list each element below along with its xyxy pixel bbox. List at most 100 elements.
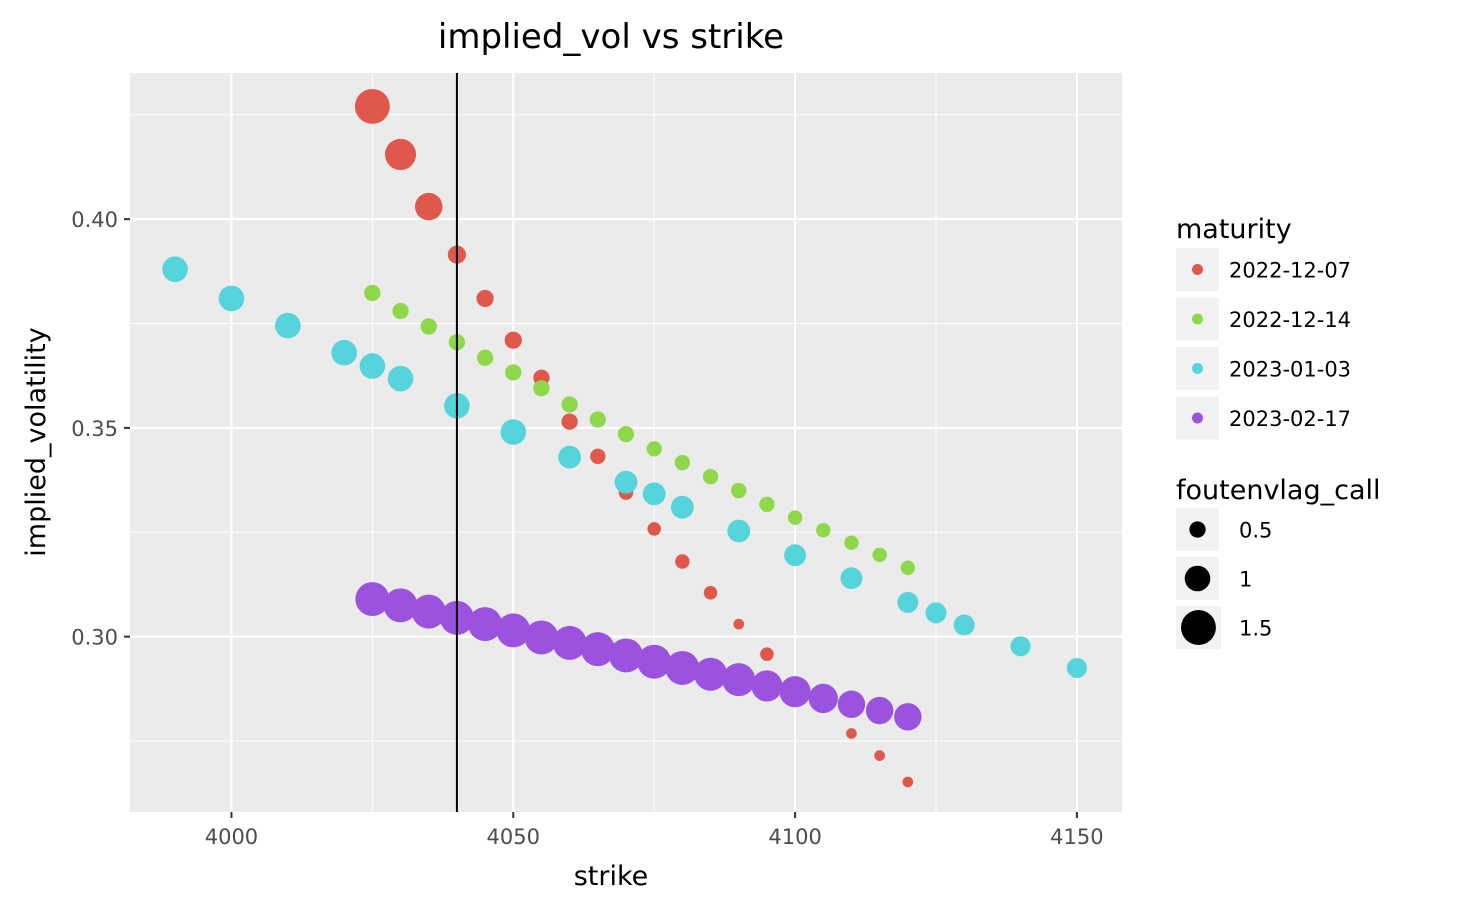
data-point xyxy=(787,510,803,525)
plot-panel xyxy=(130,73,1122,812)
data-point xyxy=(558,445,582,469)
legend-key-swatch xyxy=(1192,363,1203,374)
data-point xyxy=(414,192,443,221)
y-tick-label: 0.40 xyxy=(71,208,118,232)
data-point xyxy=(420,318,437,335)
data-point xyxy=(392,302,409,320)
data-point xyxy=(751,670,783,702)
data-point xyxy=(846,728,857,739)
data-point xyxy=(675,554,690,569)
legend-label-maturity: 2023-02-17 xyxy=(1229,407,1351,431)
data-point xyxy=(642,482,666,506)
data-point xyxy=(355,582,390,617)
data-point xyxy=(162,256,188,283)
data-point xyxy=(383,588,418,623)
data-point xyxy=(674,454,691,471)
data-point xyxy=(840,567,863,590)
data-point xyxy=(614,470,638,494)
series-2022-12-07 xyxy=(354,88,914,788)
data-point xyxy=(874,750,885,761)
data-point xyxy=(844,535,859,550)
chart-title: implied_vol vs strike xyxy=(438,17,784,57)
data-point xyxy=(722,663,756,697)
legend-key-swatch xyxy=(1192,412,1203,424)
data-point xyxy=(670,495,694,519)
data-point xyxy=(496,613,531,648)
data-point xyxy=(331,339,357,366)
data-point xyxy=(808,683,838,714)
data-point xyxy=(275,312,301,339)
data-point xyxy=(837,690,866,719)
data-point xyxy=(733,618,745,630)
data-point xyxy=(816,522,831,538)
data-point xyxy=(1010,636,1031,657)
y-tick-label: 0.30 xyxy=(71,626,118,650)
legend-label-size: 1 xyxy=(1239,568,1252,592)
x-axis-title: strike xyxy=(574,861,649,892)
legend-label-size: 0.5 xyxy=(1239,519,1272,543)
data-point xyxy=(702,469,719,485)
x-tick-label: 4000 xyxy=(205,825,258,849)
x-tick-label: 4150 xyxy=(1050,825,1103,849)
data-point xyxy=(561,413,578,430)
legend-key-swatch xyxy=(1192,264,1203,275)
legend-key-swatch xyxy=(1192,313,1203,325)
color-legend-title: maturity xyxy=(1176,214,1292,245)
data-point xyxy=(894,703,922,731)
data-point xyxy=(665,650,700,685)
series-2023-02-17 xyxy=(355,582,922,731)
legend-label-maturity: 2023-01-03 xyxy=(1229,358,1351,382)
x-tick-label: 4050 xyxy=(487,825,540,849)
size-legend-title: foutenvlag_call xyxy=(1176,475,1381,506)
data-point xyxy=(902,776,914,788)
data-point xyxy=(589,411,606,428)
data-point xyxy=(354,88,390,124)
data-point xyxy=(524,620,559,655)
data-point xyxy=(647,522,661,536)
legend-label-maturity: 2022-12-14 xyxy=(1229,308,1351,332)
data-point xyxy=(637,644,672,679)
data-point xyxy=(865,696,894,725)
data-point xyxy=(411,594,446,629)
data-point xyxy=(359,353,386,379)
data-point xyxy=(504,331,522,349)
data-point xyxy=(476,349,494,366)
data-point xyxy=(561,396,578,413)
data-point xyxy=(1066,657,1087,678)
data-point xyxy=(218,285,245,312)
data-point xyxy=(897,591,919,613)
data-point xyxy=(384,138,417,171)
data-point xyxy=(731,482,747,499)
data-point xyxy=(617,425,635,443)
data-point xyxy=(580,632,615,667)
legend-size-swatch xyxy=(1189,521,1206,538)
legend-size-swatch xyxy=(1181,610,1216,645)
data-point xyxy=(505,364,522,381)
series-2023-01-03 xyxy=(162,256,1087,678)
data-point xyxy=(784,544,807,567)
data-point xyxy=(387,365,414,392)
y-axis-title: implied_volatility xyxy=(21,327,52,556)
data-point xyxy=(364,284,381,302)
data-point xyxy=(759,496,775,512)
data-point xyxy=(552,625,587,660)
data-point xyxy=(476,289,494,308)
legend-label-maturity: 2022-12-07 xyxy=(1229,259,1351,283)
data-point xyxy=(925,602,947,624)
data-point xyxy=(500,419,527,445)
x-tick-label: 4100 xyxy=(768,825,821,849)
data-point xyxy=(953,614,975,636)
data-point xyxy=(609,638,643,673)
y-tick-label: 0.35 xyxy=(71,417,118,441)
data-point xyxy=(872,547,887,563)
data-point xyxy=(760,647,774,661)
legend: maturity foutenvlag_call 2022-12-07 2022-… xyxy=(1176,214,1381,649)
data-point xyxy=(590,448,606,464)
data-point xyxy=(646,441,662,457)
data-point xyxy=(703,586,718,600)
data-point xyxy=(900,560,916,575)
data-point xyxy=(468,607,503,642)
legend-label-size: 1.5 xyxy=(1239,617,1272,641)
data-point xyxy=(779,676,811,708)
